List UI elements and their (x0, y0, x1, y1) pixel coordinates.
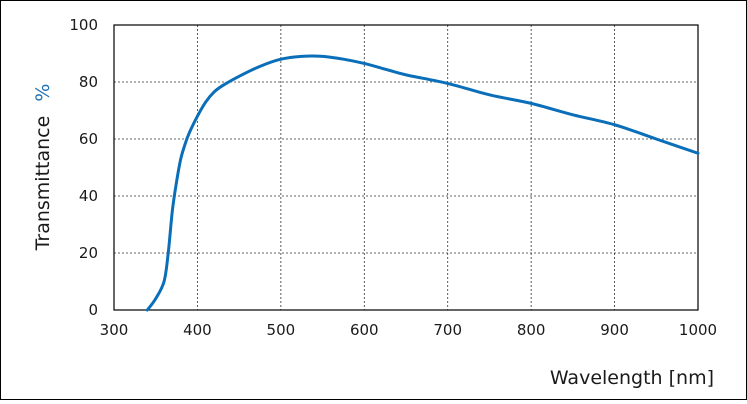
y-axis-label-unit: % (32, 84, 54, 102)
x-tick-label: 400 (183, 321, 212, 339)
y-ticks: 0 20 40 60 80 100 (69, 16, 98, 319)
x-ticks: 300 400 500 600 700 800 900 1000 (100, 321, 717, 339)
y-tick-label: 80 (79, 73, 98, 91)
x-axis-label: Wavelength [nm] (550, 367, 714, 389)
y-axis-label-text: Transmittance (32, 116, 54, 252)
x-tick-label: 900 (600, 321, 629, 339)
y-tick-label: 100 (69, 16, 98, 34)
series-line (145, 54, 700, 312)
y-tick-label: 40 (79, 187, 98, 205)
y-tick-label: 0 (88, 301, 98, 319)
y-axis-label: Transmittance % (32, 84, 54, 252)
y-tick-label: 60 (79, 130, 98, 148)
x-tick-label: 300 (100, 321, 129, 339)
x-tick-label: 600 (350, 321, 379, 339)
plot-area (113, 24, 699, 311)
x-tick-label: 700 (433, 321, 462, 339)
y-tick-label: 20 (79, 244, 98, 262)
grid (114, 25, 698, 310)
x-tick-label: 500 (267, 321, 296, 339)
x-tick-label: 800 (517, 321, 546, 339)
x-tick-label: 1000 (679, 321, 717, 339)
